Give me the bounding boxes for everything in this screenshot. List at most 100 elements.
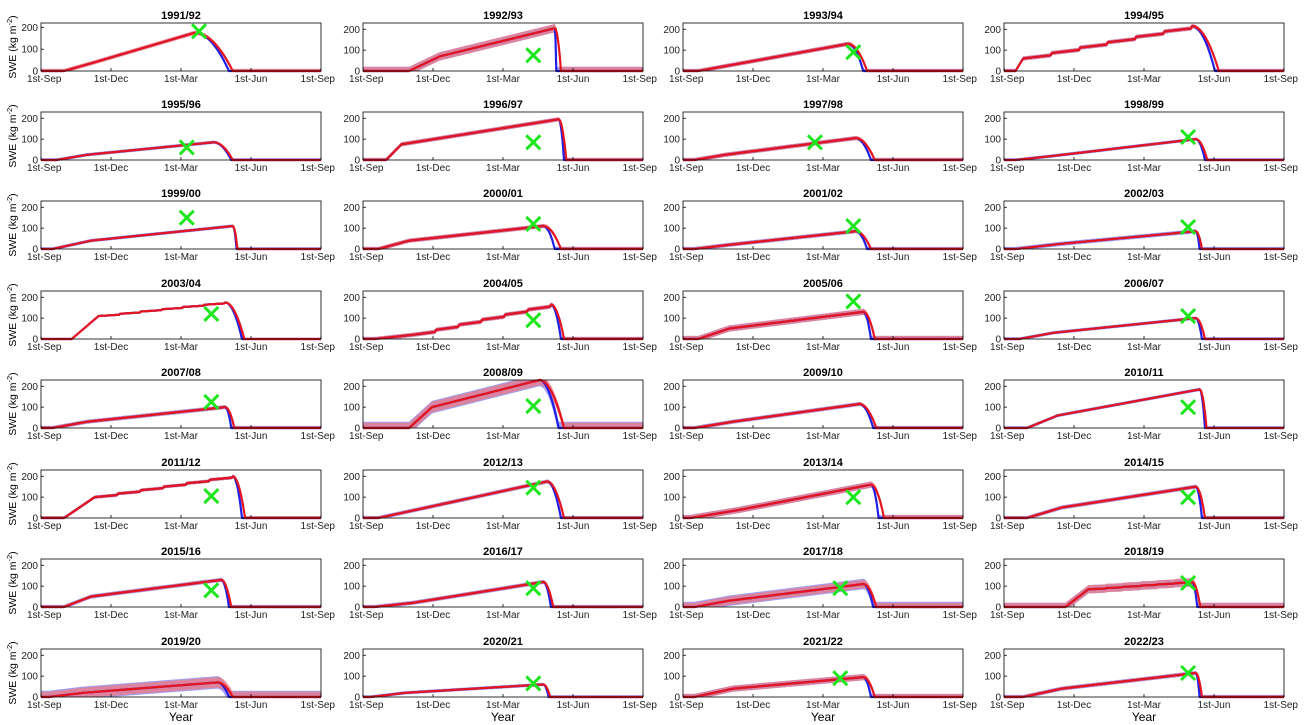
line-b-1993-94 bbox=[682, 42, 964, 73]
y-tick-label: 100 bbox=[663, 135, 680, 146]
x-tick-label: 1st-Sep bbox=[669, 700, 704, 711]
x-tick-label: 1st-Mar bbox=[806, 74, 841, 85]
y-tick-label: 200 bbox=[984, 382, 1001, 393]
x-tick-label: 1st-Sep bbox=[1264, 610, 1299, 621]
y-axis-label: SWE (kg m-2) bbox=[5, 283, 19, 346]
band-a-2005-06 bbox=[683, 308, 963, 339]
y-tick-label: 100 bbox=[21, 135, 38, 146]
band-a-2006-07 bbox=[1004, 316, 1284, 339]
x-tick-label: 1st-Sep bbox=[349, 342, 384, 353]
band-b-2013-14 bbox=[683, 481, 963, 518]
x-tick-label: 1st-Dec bbox=[736, 700, 770, 711]
band-b-2021-22 bbox=[683, 674, 963, 697]
x-tick-label: 1st-Mar bbox=[806, 610, 841, 621]
y-tick-label: 200 bbox=[21, 472, 38, 483]
observation-marker-1997-98 bbox=[806, 134, 824, 151]
x-tick-label: 1st-Sep bbox=[669, 252, 704, 263]
panel-title: 2017/18 bbox=[803, 546, 843, 558]
x-tick-label: 1st-Dec bbox=[94, 342, 128, 353]
x-tick-label: 1st-Sep bbox=[669, 521, 704, 532]
panel-2013-14: 0 100 200 1st-Sep 1st-Dec 1st-Mar 1st-Jun 1st-S… bbox=[663, 457, 977, 532]
y-axis-label: SWE (kg m-2) bbox=[5, 193, 19, 256]
y-tick-label: 0 bbox=[354, 67, 360, 78]
observation-marker-2011-12 bbox=[203, 488, 220, 505]
band-b-1999-00 bbox=[41, 225, 321, 249]
x-tick-label: 1st-Sep bbox=[943, 74, 978, 85]
line-b-2012-13 bbox=[362, 480, 644, 520]
observation-marker-2021-22 bbox=[832, 670, 849, 687]
axes-box-2006-07 bbox=[1003, 290, 1285, 340]
x-tick-label: 1st-Sep bbox=[349, 610, 384, 621]
panel-2006-07: 0 100 200 1st-Sep 1st-Dec 1st-Mar 1st-Jun 1st-S… bbox=[984, 278, 1298, 353]
observation-marker-1999-00 bbox=[178, 209, 195, 226]
x-tick-label: 1st-Mar bbox=[164, 163, 199, 174]
panel-2010-11: 0 100 200 1st-Sep 1st-Dec 1st-Mar 1st-Jun 1st-S… bbox=[984, 367, 1298, 442]
y-tick-label: 100 bbox=[343, 224, 360, 235]
x-tick-label: 1st-Dec bbox=[736, 74, 770, 85]
panel-title: 2016/17 bbox=[483, 546, 523, 558]
line-b-2005-06 bbox=[682, 310, 964, 341]
y-tick-label: 200 bbox=[343, 203, 360, 214]
line-a-1999-00 bbox=[40, 224, 322, 251]
band-a-1999-00 bbox=[41, 224, 321, 249]
panel-title: 1998/99 bbox=[1124, 99, 1164, 111]
y-tick-label: 200 bbox=[21, 293, 38, 304]
x-tick-label: 1st-Dec bbox=[1057, 700, 1091, 711]
x-tick-label: 1st-Sep bbox=[27, 431, 62, 442]
axes-box-1994-95 bbox=[1003, 22, 1285, 72]
line-b-1998-99 bbox=[1003, 138, 1285, 162]
y-tick-label: 200 bbox=[21, 114, 38, 125]
observation-marker-2020-21 bbox=[525, 675, 542, 692]
observation-marker-1992-93 bbox=[525, 47, 542, 64]
x-tick-label: 1st-Mar bbox=[1127, 700, 1162, 711]
y-tick-label: 200 bbox=[984, 561, 1001, 572]
y-tick-label: 200 bbox=[663, 561, 680, 572]
observation-marker-2014-15 bbox=[1180, 489, 1197, 506]
y-tick-label: 200 bbox=[663, 651, 680, 662]
panel-2002-03: 0 100 200 1st-Sep 1st-Dec 1st-Mar 1st-Jun 1st-S… bbox=[984, 188, 1298, 263]
line-b-2010-11 bbox=[1003, 388, 1285, 430]
x-tick-label: 1st-Mar bbox=[806, 431, 841, 442]
x-tick-label: 1st-Sep bbox=[27, 610, 62, 621]
x-tick-label: 1st-Jun bbox=[235, 610, 268, 621]
line-b-2015-16 bbox=[40, 578, 322, 609]
panel-1997-98: 0 100 200 1st-Sep 1st-Dec 1st-Mar 1st-Jun 1st-S… bbox=[663, 99, 977, 174]
x-tick-label: 1st-Mar bbox=[486, 610, 521, 621]
y-tick-label: 100 bbox=[21, 403, 38, 414]
observation-marker-2012-13 bbox=[525, 479, 542, 496]
band-b-2017-18 bbox=[683, 579, 963, 607]
y-tick-label: 200 bbox=[984, 203, 1001, 214]
x-tick-label: 1st-Sep bbox=[349, 252, 384, 263]
x-tick-label: 1st-Sep bbox=[990, 431, 1025, 442]
axes-box-2002-03 bbox=[1003, 200, 1285, 250]
y-axis-label: SWE (kg m-2) bbox=[5, 15, 19, 78]
x-tick-label: 1st-Sep bbox=[301, 163, 336, 174]
x-tick-label: 1st-Mar bbox=[806, 252, 841, 263]
x-tick-label: 1st-Dec bbox=[416, 610, 450, 621]
x-tick-label: 1st-Sep bbox=[669, 431, 704, 442]
x-tick-label: 1st-Sep bbox=[349, 521, 384, 532]
x-tick-label: 1st-Jun bbox=[235, 342, 268, 353]
x-tick-label: 1st-Sep bbox=[27, 74, 62, 85]
y-tick-label: 0 bbox=[32, 424, 38, 435]
x-axis-label: Year bbox=[811, 710, 835, 724]
x-tick-label: 1st-Dec bbox=[1057, 431, 1091, 442]
x-tick-label: 1st-Sep bbox=[623, 74, 658, 85]
x-tick-label: 1st-Sep bbox=[301, 700, 336, 711]
x-tick-label: 1st-Dec bbox=[416, 74, 450, 85]
x-tick-label: 1st-Mar bbox=[1127, 342, 1162, 353]
x-tick-label: 1st-Sep bbox=[1264, 252, 1299, 263]
x-tick-label: 1st-Mar bbox=[806, 163, 841, 174]
x-tick-label: 1st-Jun bbox=[877, 700, 910, 711]
panel-2009-10: 0 100 200 1st-Sep 1st-Dec 1st-Mar 1st-Jun 1st-S… bbox=[663, 367, 977, 442]
panel-title: 2006/07 bbox=[1124, 278, 1164, 290]
y-axis-label: SWE (kg m-2) bbox=[5, 462, 19, 525]
y-tick-label: 0 bbox=[32, 335, 38, 346]
line-b-2013-14 bbox=[682, 483, 964, 520]
panel-1994-95: 0 100 200 1st-Sep 1st-Dec 1st-Mar 1st-Jun 1st-S… bbox=[984, 10, 1298, 85]
y-tick-label: 0 bbox=[354, 335, 360, 346]
panel-title: 2021/22 bbox=[803, 636, 843, 648]
panel-1995-96: 0 100 200 1st-Sep 1st-Dec 1st-Mar 1st-Jun 1st-S… bbox=[5, 99, 335, 174]
panel-title: 2013/14 bbox=[803, 457, 844, 469]
y-tick-label: 0 bbox=[995, 335, 1001, 346]
